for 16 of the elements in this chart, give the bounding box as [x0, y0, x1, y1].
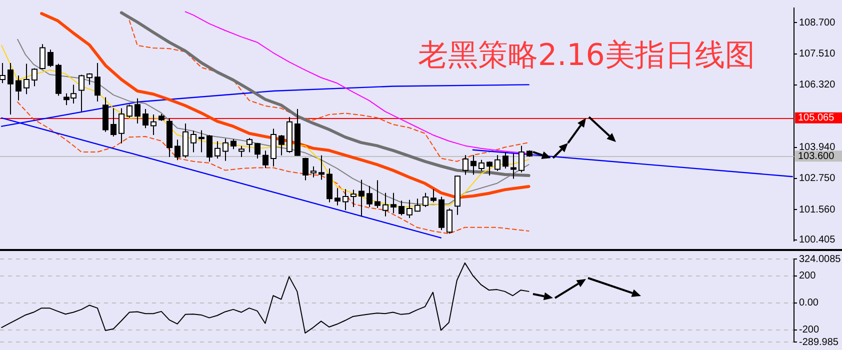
ref-line-label: 103.600 [798, 150, 835, 162]
y-tick-label: 102.750 [799, 173, 836, 184]
y-tick-label: 200 [799, 270, 816, 282]
y-tick-label: 103.940 [799, 142, 836, 154]
y-tick-label: 101.560 [799, 204, 836, 216]
y-tick-label: 108.700 [799, 17, 836, 28]
y-tick-label: 324.0085 [799, 254, 842, 265]
y-tick-label: 107.510 [799, 48, 836, 60]
line-series [17, 101, 530, 234]
y-tick-label: -289.985 [799, 336, 839, 348]
ref-line-label: 105.065 [798, 112, 835, 124]
y-tick-label: -200 [799, 324, 820, 336]
y-tick-label: 100.405 [799, 234, 836, 246]
y-tick-label: 106.320 [799, 80, 836, 91]
y-tick-label: 0.00 [799, 298, 819, 309]
text: 老黑策略2.16美指日线图 [418, 38, 755, 74]
